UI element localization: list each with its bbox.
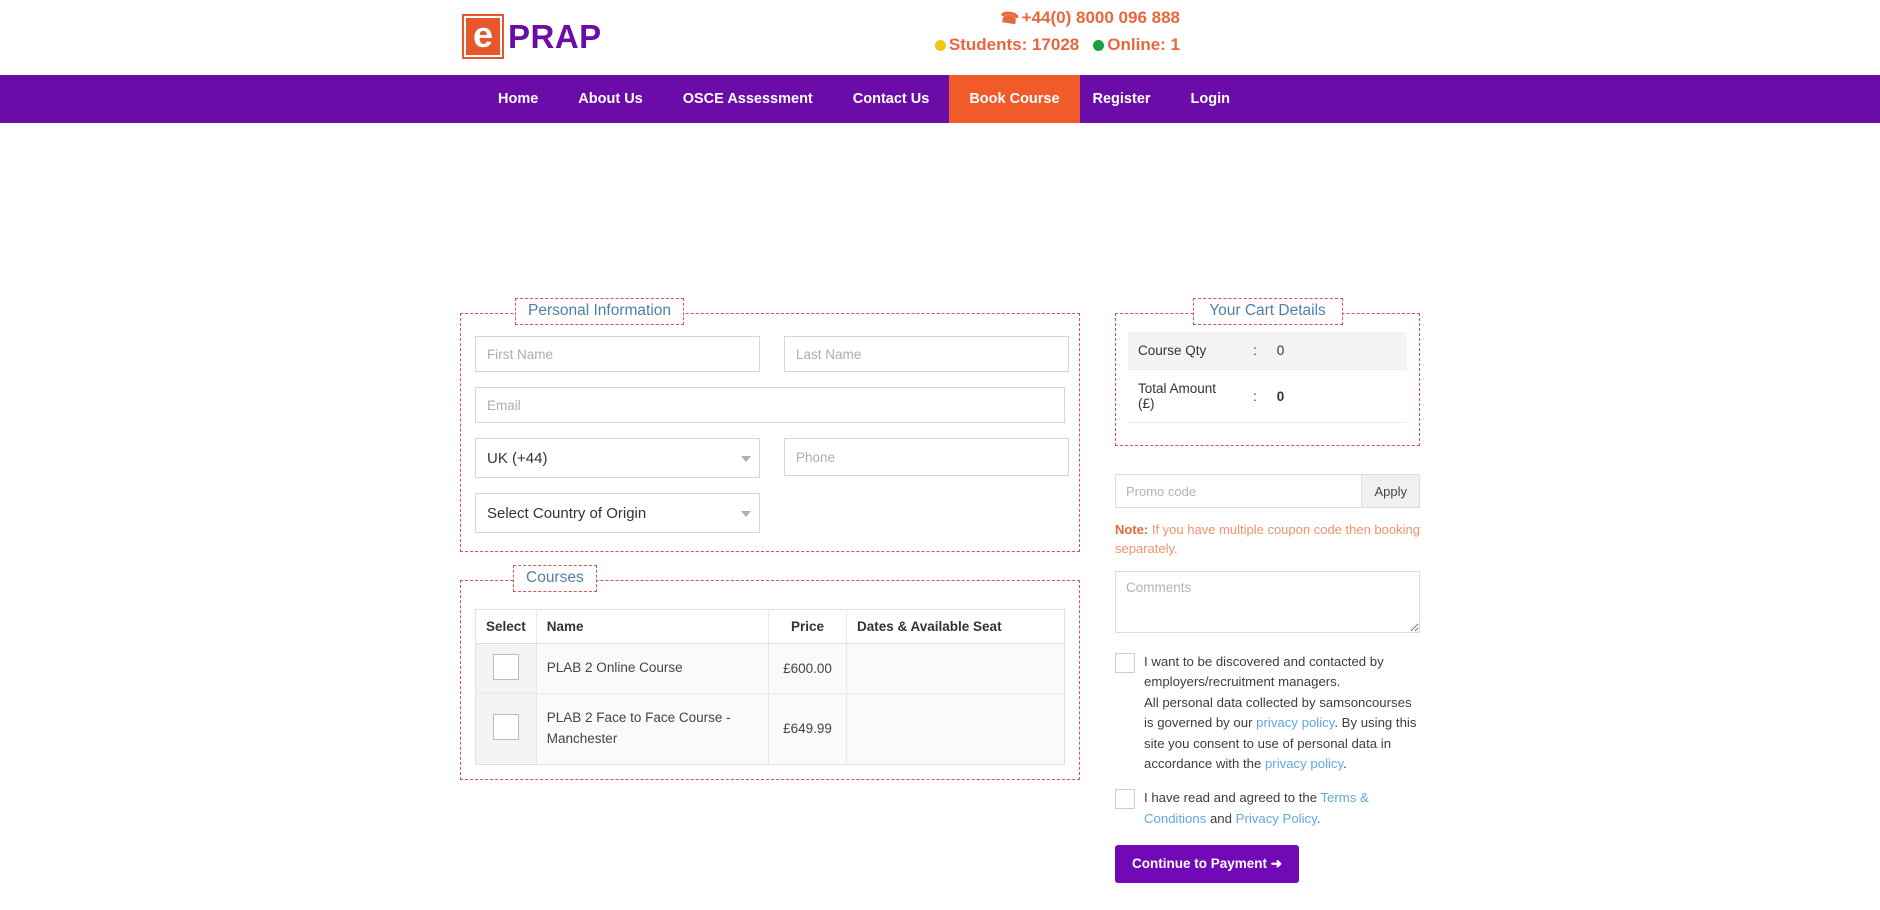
students-status-dot-icon (934, 40, 946, 51)
courses-legend: Courses (513, 565, 597, 592)
cart-details-legend: Your Cart Details (1192, 298, 1343, 325)
phone-input[interactable] (784, 438, 1069, 476)
terms-middle: and (1206, 810, 1236, 826)
course-dates-cell (846, 693, 1065, 765)
site-logo[interactable]: e PRAP (462, 14, 602, 59)
course-price-cell: £649.99 (768, 693, 847, 765)
header-contact-block: ☎ +44(0) 8000 096 888 Students: 17028 Onli… (880, 6, 1180, 57)
terms-consent-checkbox[interactable] (1115, 789, 1135, 810)
site-header: e PRAP ☎ +44(0) 8000 096 888 Students: 17… (0, 0, 1880, 75)
email-input[interactable] (475, 387, 1065, 423)
apply-promo-button[interactable]: Apply (1362, 474, 1420, 508)
marketing-consent-row: I want to be discovered and contacted by… (1115, 652, 1420, 775)
marketing-consent-line2a: All personal data collected by samsoncou… (1144, 694, 1412, 731)
course-select-cell (475, 643, 537, 694)
cart-value-total-amount: 0 (1266, 369, 1407, 423)
marketing-consent-line2c: . (1343, 755, 1347, 771)
cart-row-total-amount: Total Amount (£) : 0 (1128, 369, 1407, 423)
column-header-dates: Dates & Available Seat (846, 609, 1065, 644)
column-header-price: Price (768, 609, 847, 644)
cart-column: Your Cart Details Course Qty : 0 Total A… (1115, 298, 1420, 884)
students-count: Students: 17028 (948, 35, 1080, 54)
marketing-consent-text: I want to be discovered and contacted by… (1144, 652, 1420, 775)
promo-note-prefix: Note: (1115, 522, 1149, 537)
nav-item-osce-assessment[interactable]: OSCE Assessment (682, 91, 813, 107)
terms-consent-row: I have read and agreed to the Terms & Co… (1115, 788, 1420, 829)
promo-note-text: If you have multiple coupon code then bo… (1115, 522, 1420, 556)
header-phone-number: +44(0) 8000 096 888 (1021, 8, 1180, 27)
nav-item-login[interactable]: Login (1190, 91, 1230, 107)
logo-wordmark: PRAP (508, 17, 602, 55)
country-code-select[interactable]: UK (+44) (475, 438, 760, 478)
nav-item-register[interactable]: Register (1092, 91, 1151, 107)
table-row: PLAB 2 Online Course £600.00 (475, 643, 1065, 694)
nav-item-home[interactable]: Home (498, 91, 539, 107)
column-header-name: Name (536, 609, 770, 644)
cart-colon: : (1243, 369, 1267, 423)
courses-table-header: Select Name Price Dates & Available Seat (475, 609, 1065, 644)
promo-note: Note: If you have multiple coupon code t… (1115, 521, 1420, 559)
phone-row: UK (+44) (475, 438, 1069, 478)
booking-form-column: Personal Information UK (+44) Select Cou… (460, 298, 1080, 808)
courses-table-body: PLAB 2 Online Course £600.00 PLAB 2 Face… (475, 643, 1065, 765)
personal-information-legend: Personal Information (515, 298, 685, 325)
personal-information-section: Personal Information UK (+44) Select Cou… (460, 298, 1080, 552)
logo-mark-icon: e (462, 14, 504, 59)
column-header-select: Select (475, 609, 537, 644)
nav-item-book-course[interactable]: Book Course (949, 75, 1080, 123)
cart-label-total-amount: Total Amount (£) (1128, 369, 1243, 423)
header-stats: Students: 17028 Online: 1 (880, 33, 1180, 57)
logo-mark-letter: e (472, 13, 494, 55)
course-price-cell: £600.00 (768, 643, 847, 694)
course-select-checkbox[interactable] (492, 714, 519, 741)
terms-suffix: . (1316, 810, 1321, 826)
course-select-cell (475, 693, 537, 765)
courses-section: Courses Select Name Price Dates & Availa… (460, 565, 1080, 780)
table-row: PLAB 2 Face to Face Course - Manchester … (475, 693, 1065, 765)
cart-value-course-qty: 0 (1266, 332, 1407, 370)
main-navigation: Home About Us OSCE Assessment Contact Us… (0, 75, 1880, 123)
course-select-checkbox[interactable] (492, 654, 519, 680)
courses-table: Select Name Price Dates & Available Seat… (475, 609, 1065, 765)
country-origin-row: Select Country of Origin (475, 493, 1065, 533)
online-count: Online: 1 (1107, 35, 1180, 54)
course-name-cell: PLAB 2 Face to Face Course - Manchester (536, 693, 770, 765)
online-status-dot-icon (1093, 40, 1105, 51)
table-header-row: Select Name Price Dates & Available Seat (475, 609, 1065, 644)
marketing-consent-line1: I want to be discovered and contacted by… (1144, 653, 1384, 690)
country-of-origin-select[interactable]: Select Country of Origin (475, 493, 760, 533)
privacy-policy-link-3[interactable]: Privacy Policy (1235, 810, 1317, 826)
promo-code-input[interactable] (1115, 474, 1363, 508)
cart-colon: : (1243, 332, 1267, 370)
course-dates-cell (846, 643, 1065, 694)
first-name-input[interactable] (475, 336, 760, 372)
cart-row-course-qty: Course Qty : 0 (1128, 332, 1407, 370)
cart-details-section: Your Cart Details Course Qty : 0 Total A… (1115, 298, 1420, 446)
continue-to-payment-button[interactable]: Continue to Payment ➜ (1115, 845, 1300, 884)
header-phone[interactable]: ☎ +44(0) 8000 096 888 (880, 6, 1180, 31)
terms-consent-text: I have read and agreed to the Terms & Co… (1144, 788, 1420, 829)
booking-page: Personal Information UK (+44) Select Cou… (0, 123, 1880, 910)
nav-primary-items: Home About Us OSCE Assessment Contact Us… (478, 75, 1080, 123)
privacy-policy-link-2[interactable]: privacy policy (1264, 755, 1344, 771)
marketing-consent-checkbox[interactable] (1115, 652, 1135, 673)
terms-and-conditions-link[interactable]: Terms & Conditions (1144, 790, 1369, 826)
phone-icon: ☎ (998, 8, 1020, 29)
email-row (475, 387, 1065, 423)
cart-label-course-qty: Course Qty (1128, 332, 1243, 370)
privacy-policy-link-1[interactable]: privacy policy (1256, 715, 1335, 731)
nav-item-contact-us[interactable]: Contact Us (852, 91, 930, 107)
marketing-consent-line2b: . By using this site you consent to use … (1144, 715, 1417, 771)
course-name-cell: PLAB 2 Online Course (536, 643, 770, 694)
comments-textarea[interactable] (1115, 570, 1420, 633)
last-name-input[interactable] (784, 336, 1069, 372)
nav-account-items: Register Login (1073, 75, 1251, 123)
name-row (475, 336, 1069, 372)
terms-prefix: I have read and agreed to the (1144, 790, 1321, 806)
nav-item-about-us[interactable]: About Us (578, 91, 643, 107)
country-code-select-value: UK (+44) (475, 438, 760, 478)
country-of-origin-select-value: Select Country of Origin (475, 493, 760, 533)
cart-summary-table: Course Qty : 0 Total Amount (£) : 0 (1128, 332, 1407, 423)
promo-code-row: Apply (1115, 474, 1420, 508)
